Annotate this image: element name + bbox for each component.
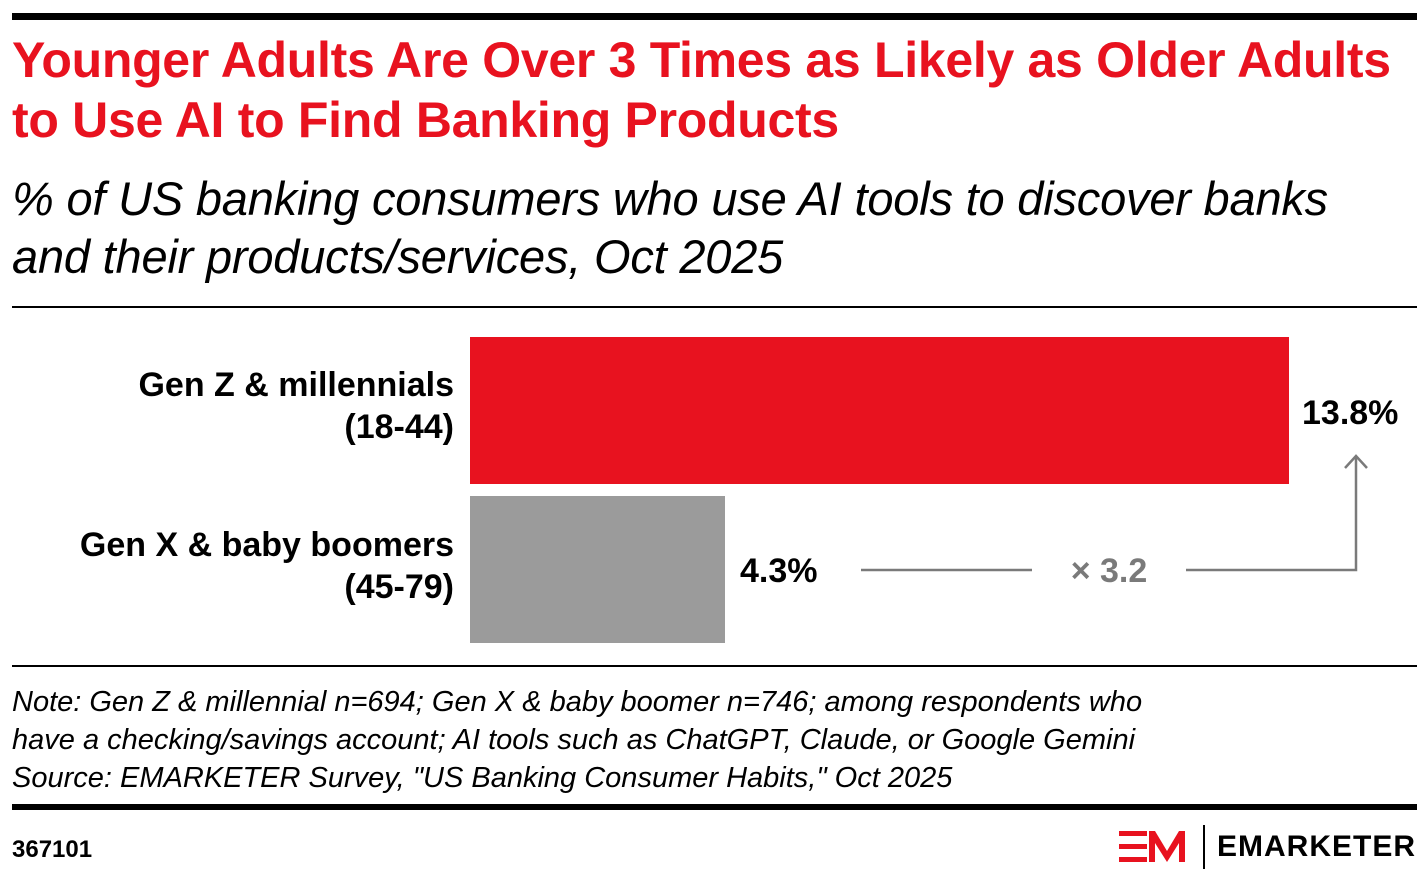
footer-rule bbox=[12, 804, 1417, 810]
chart-subtitle: % of US banking consumers who use AI too… bbox=[12, 172, 1328, 283]
logo-separator bbox=[1202, 825, 1205, 869]
em-logo-icon bbox=[1118, 831, 1185, 862]
category-label-gen-z: Gen Z & millennials (18-44) bbox=[138, 364, 454, 448]
source-line: Source: EMARKETER Survey, "US Banking Co… bbox=[12, 762, 953, 794]
value-label-gen-z: 13.8% bbox=[1302, 394, 1399, 432]
category-label-line: (45-79) bbox=[344, 568, 454, 606]
header-rule bbox=[12, 306, 1417, 308]
emarketer-logo: EMARKETER bbox=[1118, 822, 1416, 872]
chart-id: 367101 bbox=[12, 836, 93, 863]
top-rule bbox=[12, 13, 1417, 20]
value-label-gen-x: 4.3% bbox=[740, 552, 818, 590]
footnote: Note: Gen Z & millennial n=694; Gen X & … bbox=[12, 683, 1417, 797]
brand-wordmark: EMARKETER bbox=[1216, 830, 1416, 863]
chart-bottom-rule bbox=[12, 665, 1417, 667]
bar-gen-x-boomers bbox=[470, 496, 725, 643]
ratio-annotation: × 3.2 bbox=[1071, 552, 1148, 590]
note-line: have a checking/savings account; AI tool… bbox=[12, 724, 1136, 756]
bar-gen-z-millennials bbox=[470, 337, 1289, 484]
category-label-line: (18-44) bbox=[344, 408, 454, 446]
note-line: Note: Gen Z & millennial n=694; Gen X & … bbox=[12, 686, 1143, 718]
category-label-line: Gen Z & millennials bbox=[138, 366, 454, 404]
category-label-line: Gen X & baby boomers bbox=[79, 526, 454, 564]
category-label-gen-x: Gen X & baby boomers (45-79) bbox=[80, 524, 454, 608]
chart-title: Younger Adults Are Over 3 Times as Likel… bbox=[12, 32, 1391, 148]
